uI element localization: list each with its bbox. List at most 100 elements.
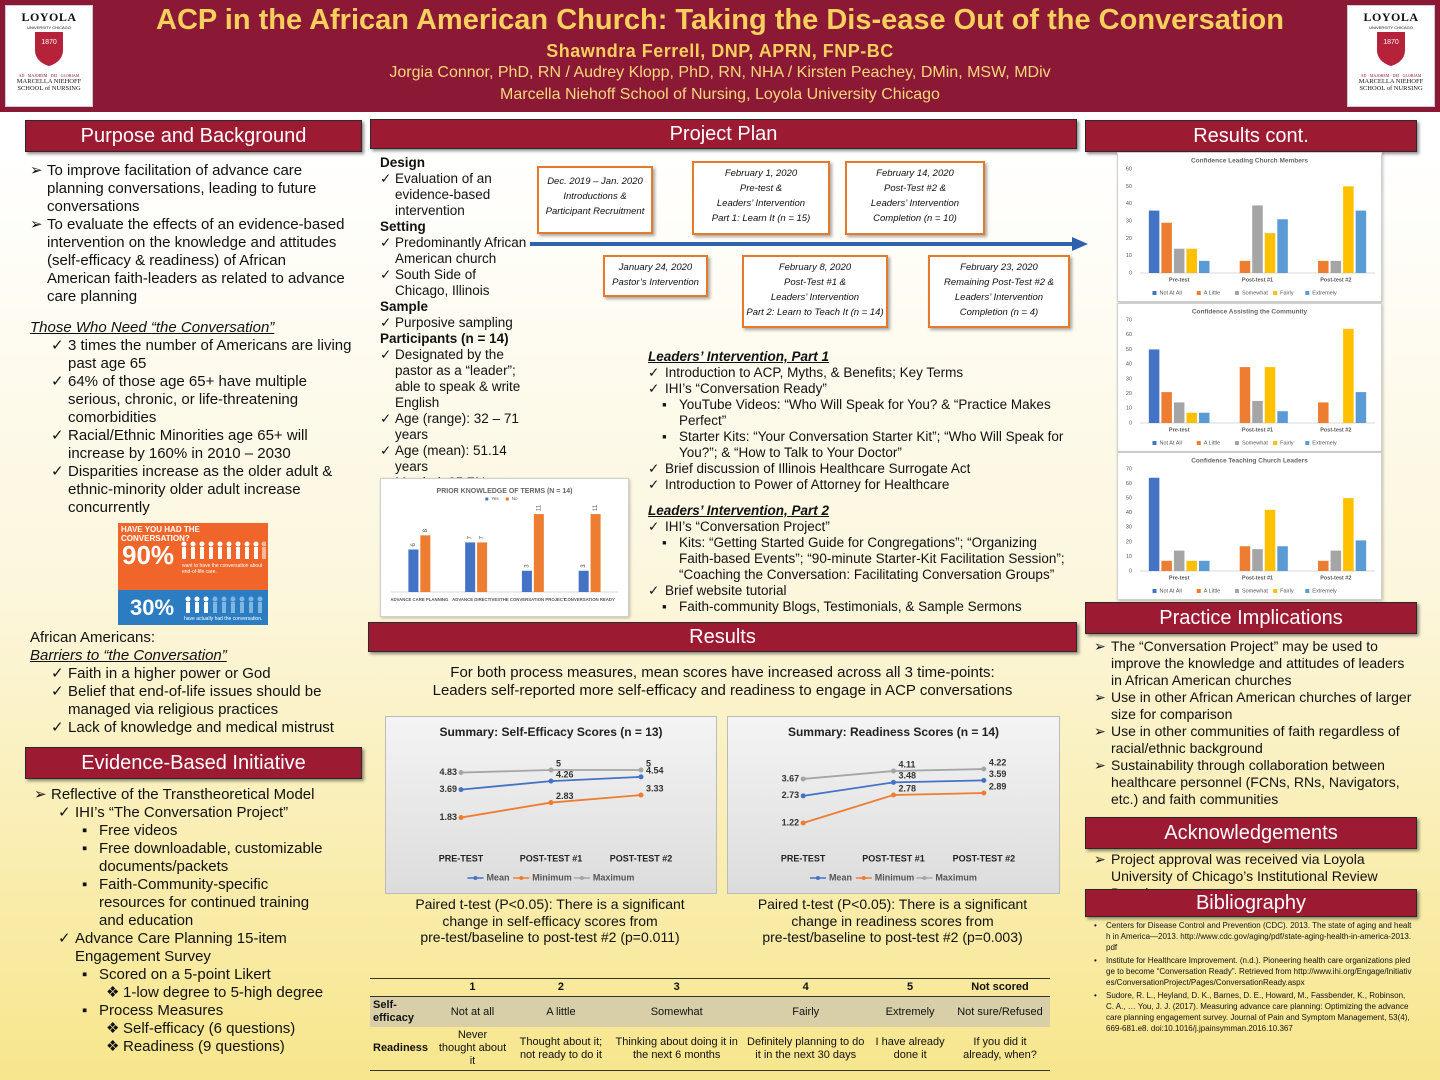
bar	[408, 549, 419, 592]
timeline-line-text: Leaders’ Intervention	[716, 198, 806, 209]
list-item: Use in other communities of faith regard…	[1094, 723, 1412, 757]
y-tick-label: 40	[1126, 201, 1132, 207]
legend-swatch	[1234, 291, 1239, 295]
timeline-line-text: Leaders’ Intervention	[954, 292, 1044, 303]
list-item: Self-efficacy (6 questions)	[106, 1020, 334, 1038]
table-row: Readiness Never thought about it Thought a…	[370, 1027, 1050, 1071]
legend-swatch	[1234, 589, 1239, 593]
bar	[1239, 367, 1251, 423]
y-tick-label: 60	[1126, 166, 1132, 172]
y-tick-label: 50	[1126, 496, 1132, 502]
bar	[1186, 560, 1197, 571]
bar	[465, 542, 476, 592]
table-cell: Extremely	[870, 996, 950, 1027]
text-line: change in self-efficacy scores from	[442, 912, 658, 929]
timeline-line-text: Post-Test #2 &	[884, 183, 946, 194]
purpose-list: To improve facilitation of advance care …	[30, 162, 352, 306]
list-item: Readiness (9 questions)	[106, 1038, 334, 1056]
y-tick-label: 0	[1129, 420, 1132, 426]
subheading: Leaders’ Intervention, Part 1	[648, 349, 830, 364]
bar	[1148, 349, 1160, 423]
chart-panel: Confidence Leading Church Members 0 10 20 30…	[1117, 152, 1382, 302]
point	[638, 767, 644, 773]
chart: Summary: Readiness Scores (n = 14) PRE-TE…	[781, 725, 1015, 882]
section-header: Practice Implications	[1085, 602, 1417, 634]
data-label: 3	[581, 564, 587, 568]
bar	[1318, 402, 1329, 423]
point	[800, 793, 806, 799]
legend-label: Maximum	[935, 872, 977, 882]
legend-label: Fairly	[1280, 588, 1294, 594]
text-line: Paired t-test (P<0.05): There is a signi…	[415, 896, 685, 912]
y-tick-label: 70	[1126, 466, 1132, 472]
list-item: Designated by the pastor as a “leader”; …	[380, 347, 532, 411]
legend-label: Extremely	[1312, 588, 1337, 594]
bar	[1277, 411, 1288, 423]
list-item: Introduction to ACP, Myths, & Benefits; …	[648, 365, 1068, 381]
section-header: Bibliography	[1085, 889, 1417, 917]
timeline-box: February 23, 2020 Remaining Post-Test #2 …	[928, 255, 1070, 328]
header-cell: 4	[741, 978, 871, 997]
chart-title: PRIOR KNOWLEDGE OF TERMS (N = 14)	[437, 488, 573, 495]
y-tick-label: 60	[1126, 481, 1132, 487]
y-tick-label: 20	[1126, 391, 1132, 397]
legend-label: Not At All	[1159, 588, 1181, 594]
bar	[1318, 560, 1329, 571]
x-tick-label: Post-test #1	[1242, 575, 1273, 581]
table-row: Self-efficacy Not at all A little Somewhat F…	[370, 996, 1050, 1027]
y-tick-label: 40	[1126, 362, 1132, 368]
timeline-date: Dec. 2019 – Jan. 2020	[547, 176, 643, 187]
section-header: Results	[368, 622, 1077, 652]
timeline-line-text: Introductions &	[563, 191, 627, 202]
bar	[1252, 549, 1263, 571]
affiliation: Marcella Niehoff School of Nursing, Loyo…	[500, 86, 940, 103]
chart-panel: Confidence Teaching Church Leaders 0 10 20 3…	[1117, 452, 1382, 600]
legend-swatch	[1305, 589, 1310, 593]
bar	[1355, 210, 1367, 273]
legend-label: Mean	[829, 872, 852, 882]
legend-swatch	[1152, 291, 1157, 295]
list-item: IHI’s “Conversation Project”	[648, 519, 1068, 535]
y-tick-label: 10	[1126, 406, 1132, 412]
y-tick-label: 20	[1126, 236, 1132, 242]
header-cell	[370, 978, 436, 997]
bar	[1161, 560, 1172, 571]
chart: Summary: Self-Efficacy Scores (n = 13) PR…	[439, 725, 673, 882]
infographic-stat: 90%	[122, 540, 175, 570]
bar	[590, 514, 601, 592]
point	[638, 774, 644, 780]
design-block: DesignEvaluation of an evidence-based in…	[380, 155, 532, 523]
timeline-line-text: Part 1: Learn It (n = 15)	[711, 213, 811, 224]
legend-marker	[815, 876, 820, 880]
x-tick-label: Post-test #2	[1320, 277, 1351, 283]
bar	[420, 535, 431, 592]
bar	[1148, 210, 1160, 273]
list-item: Scored on a 5-point Likert	[82, 966, 334, 984]
data-label: 3	[524, 564, 530, 568]
list-item: Faith-community Blogs, Testimonials, & S…	[662, 599, 1068, 615]
legend-label: No	[512, 496, 518, 501]
legend-marker	[473, 876, 478, 880]
chart: Confidence Assisting the Community 0 10 20 3…	[1126, 309, 1375, 446]
timeline-line-text: Participant Recruitment	[545, 206, 645, 217]
data-label: 1.83	[439, 812, 457, 822]
x-tick-label: Post-test #1	[1242, 277, 1273, 283]
legend-label: Yes	[491, 496, 499, 501]
logo-year: 1870	[41, 39, 57, 46]
list-item: Sudore, R. L., Heyland, D. K., Barnes, D…	[1094, 990, 1412, 1034]
x-tick-label: Pre-test	[1169, 575, 1190, 581]
list-item: Advance Care Planning 15-item Engagement…	[58, 930, 334, 966]
legend-swatch	[505, 497, 509, 501]
bar	[1186, 248, 1197, 273]
timeline-arrowhead	[1072, 237, 1088, 251]
bar	[1173, 550, 1185, 571]
legend-swatch	[1305, 291, 1310, 295]
subheading: Barriers to “the Conversation”	[30, 647, 227, 664]
list-item: 3 times the number of Americans are livi…	[51, 337, 356, 373]
bar	[1173, 248, 1185, 273]
y-tick-label: 50	[1126, 347, 1132, 353]
subheading: Those Who Need “the Conversation”	[30, 319, 275, 336]
timeline-date: January 24, 2020	[618, 262, 693, 273]
chart-panel: Confidence Assisting the Community 0 10 20 3…	[1117, 303, 1382, 452]
